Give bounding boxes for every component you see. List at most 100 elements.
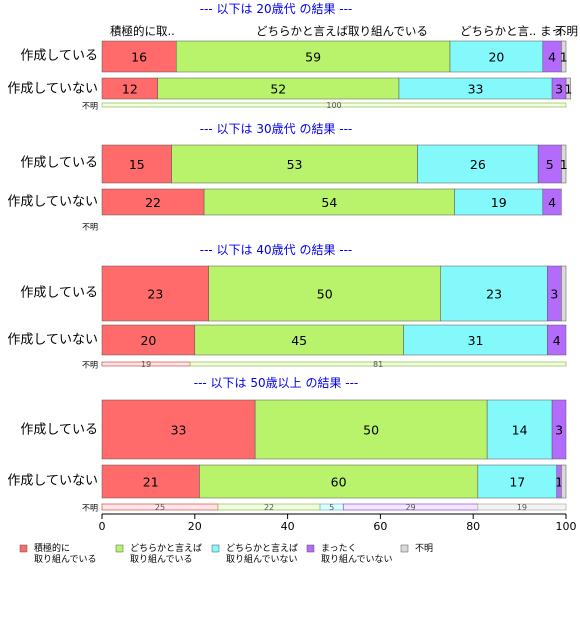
bar-segment	[565, 77, 571, 100]
panel-title: --- 以下は 20歳代 の結果 ---	[200, 2, 353, 16]
data-label: 53	[287, 157, 303, 172]
category-label: 作成していない	[7, 82, 98, 97]
bar-segment	[449, 40, 544, 73]
data-label: 29	[405, 503, 415, 512]
bar-segment	[194, 324, 404, 356]
data-label: 4	[553, 333, 561, 348]
data-label: 52	[270, 82, 286, 97]
legend-label: 取り組んでいない	[226, 553, 298, 565]
data-label: 3	[555, 82, 563, 97]
column-label: どちらかと言えば取り組んでいる	[256, 24, 428, 38]
bar-segment	[561, 464, 567, 499]
bar-segment	[101, 188, 205, 216]
legend-label: 積極的に	[34, 542, 70, 554]
bar-segment	[189, 361, 567, 367]
data-label: 50	[363, 423, 379, 438]
legend-label: どちらかと言えば	[130, 542, 202, 554]
data-label: 19	[141, 360, 151, 369]
bar-segment	[477, 464, 557, 499]
legend-label: 不明	[415, 543, 433, 554]
legend-label: 取り組んでいない	[321, 553, 393, 565]
bar-segment	[254, 399, 488, 460]
bar-segment	[101, 464, 200, 499]
bar-segment	[175, 40, 451, 73]
panel-title: --- 以下は 30歳代 の結果 ---	[200, 122, 353, 136]
category-label: 不明	[82, 223, 98, 232]
x-tick-label: 100	[556, 520, 577, 533]
bar-segment	[542, 188, 562, 216]
bar-segment	[101, 40, 177, 73]
data-label: 50	[317, 287, 333, 302]
category-label: 不明	[82, 102, 98, 111]
data-label: 81	[373, 360, 383, 369]
data-label: 14	[512, 423, 528, 438]
panel-title: --- 以下は 50歳以上 の結果 ---	[194, 376, 359, 390]
data-label: 25	[155, 503, 165, 512]
legend-label: 取り組んでいる	[34, 553, 97, 565]
x-tick-label: 40	[281, 520, 295, 533]
data-label: 5	[329, 503, 334, 512]
data-label: 23	[147, 287, 163, 302]
category-label: 作成していない	[7, 333, 98, 348]
bar-segment	[171, 144, 418, 184]
x-tick-label: 60	[373, 520, 387, 533]
data-label: 5	[546, 157, 554, 172]
bar-segment	[101, 324, 196, 356]
legend-swatch	[115, 544, 124, 553]
panel-title: --- 以下は 40歳代 の結果 ---	[200, 243, 353, 257]
data-label: 15	[129, 157, 145, 172]
bar-segment	[417, 144, 539, 184]
data-label: 59	[305, 50, 321, 65]
data-label: 16	[131, 50, 147, 65]
bar-segment	[454, 188, 544, 216]
category-label: 作成している	[20, 286, 98, 301]
bar-segment	[440, 265, 548, 322]
data-label: 1	[560, 157, 568, 172]
column-label: どちらかと言.. まっ..	[460, 24, 570, 38]
data-label: 4	[548, 50, 556, 65]
data-label: 3	[555, 423, 563, 438]
bar-segment	[203, 188, 455, 216]
data-label: 1	[564, 82, 572, 97]
bar-segment	[199, 464, 479, 499]
data-label: 33	[171, 423, 187, 438]
data-label: 21	[143, 475, 159, 490]
bar-segment	[561, 265, 567, 322]
data-label: 20	[488, 50, 504, 65]
legend-swatch	[306, 544, 315, 553]
legend-label: まったく	[321, 543, 357, 554]
column-label: 積極的に取..	[110, 24, 175, 38]
category-label: 作成していない	[7, 195, 98, 210]
x-tick-label: 0	[99, 520, 106, 533]
data-label: 26	[470, 157, 486, 172]
data-label: 19	[517, 503, 527, 512]
category-label: 作成している	[20, 423, 98, 438]
data-label: 3	[550, 287, 558, 302]
bar-segment	[561, 40, 567, 73]
category-label: 作成している	[20, 49, 98, 64]
legend-swatch	[19, 544, 28, 553]
data-label: 45	[291, 333, 307, 348]
data-label: 20	[140, 333, 156, 348]
legend-swatch	[400, 544, 409, 553]
column-label: 不明	[555, 24, 578, 38]
x-tick-label: 80	[466, 520, 480, 533]
category-label: 作成していない	[7, 474, 98, 489]
data-label: 19	[491, 195, 507, 210]
data-label: 54	[321, 195, 337, 210]
bar-segment	[551, 399, 567, 460]
category-label: 不明	[82, 361, 98, 370]
bar-segment	[486, 399, 553, 460]
data-label: 17	[509, 475, 525, 490]
data-label: 22	[264, 503, 274, 512]
data-label: 1	[560, 50, 568, 65]
data-label: 22	[145, 195, 161, 210]
data-label: 1	[555, 475, 563, 490]
bar-segment	[477, 503, 567, 511]
bar-segment	[101, 399, 256, 460]
data-label: 33	[468, 82, 484, 97]
category-label: 不明	[82, 504, 98, 513]
legend-label: 取り組んでいる	[130, 553, 193, 565]
bar-segment	[101, 102, 567, 108]
bar-segment	[561, 144, 567, 184]
